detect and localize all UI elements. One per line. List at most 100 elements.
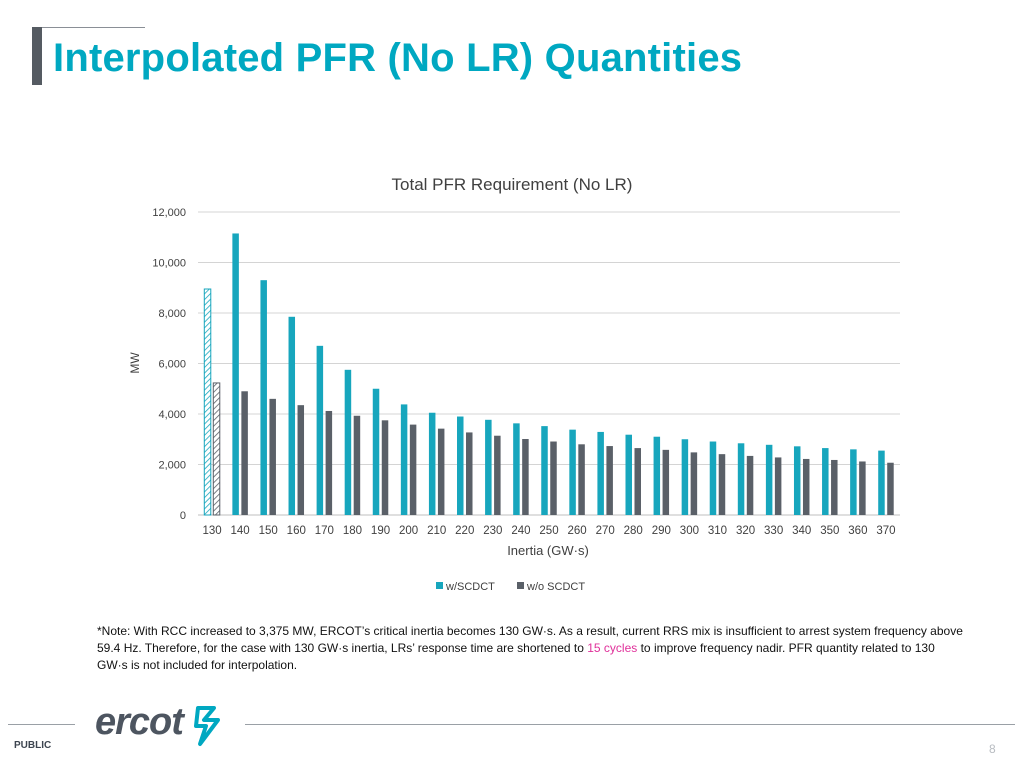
bar-scdct-200: [400, 404, 408, 515]
x-tick-label: 220: [455, 525, 474, 537]
bar-no-scdct-130: [212, 382, 221, 516]
bar-scdct-310: [709, 441, 717, 515]
y-tick-label: 4,000: [158, 409, 186, 421]
bar-scdct-220: [457, 416, 464, 515]
x-tick-label: 290: [652, 525, 671, 537]
x-tick-label: 200: [399, 525, 418, 537]
bar-no-scdct-340: [802, 458, 810, 515]
bar-no-scdct-360: [859, 461, 866, 515]
x-tick-label: 130: [202, 525, 221, 537]
bar-scdct-340: [793, 446, 801, 515]
x-tick-label: 140: [231, 525, 250, 537]
bar-scdct-370: [878, 450, 885, 515]
bar-scdct-320: [737, 443, 745, 515]
x-tick-label: 280: [624, 525, 643, 537]
legend-swatch-no-scdct: [517, 582, 524, 589]
x-tick-label: 340: [792, 525, 811, 537]
bar-no-scdct-370: [887, 462, 894, 515]
bar-no-scdct-270: [606, 446, 613, 515]
bar-no-scdct-160: [297, 405, 305, 515]
bar-no-scdct-190: [381, 420, 389, 515]
x-axis-label: Inertia (GW·s): [507, 543, 589, 558]
bar-scdct-270: [597, 431, 604, 515]
bar-no-scdct-280: [634, 448, 641, 515]
y-tick-label: 6,000: [158, 359, 186, 371]
bar-scdct-330: [765, 444, 773, 515]
footer-public-label: PUBLIC: [14, 740, 52, 751]
x-tick-label: 240: [511, 525, 530, 537]
bar-scdct-300: [681, 439, 689, 515]
ercot-logo-text: ercot: [95, 701, 184, 743]
bar-scdct-280: [625, 434, 632, 515]
x-tick-label: 190: [371, 525, 390, 537]
bar-scdct-170: [316, 345, 324, 515]
bar-no-scdct-200: [409, 424, 417, 515]
x-tick-label: 150: [259, 525, 278, 537]
x-tick-label: 370: [876, 525, 895, 537]
x-tick-label: 320: [736, 525, 755, 537]
footer-rule-right: [245, 724, 1015, 725]
page-number: 8: [989, 742, 996, 756]
bar-no-scdct-170: [325, 410, 333, 515]
chart-title: Total PFR Requirement (No LR): [392, 175, 633, 194]
x-tick-label: 270: [596, 525, 615, 537]
y-tick-label: 2,000: [158, 460, 186, 472]
legend-swatch-scdct: [436, 582, 443, 589]
bar-scdct-250: [541, 426, 548, 515]
bar-no-scdct-180: [353, 415, 361, 515]
bar-scdct-240: [513, 423, 520, 515]
footnote-text-2: to improve frequency nadir. PFR quantity…: [97, 641, 935, 672]
bar-no-scdct-300: [690, 452, 698, 515]
x-tick-label: 330: [764, 525, 783, 537]
y-axis-label: MW: [128, 352, 142, 374]
bar-no-scdct-260: [578, 444, 585, 515]
footer-rule-left: [8, 724, 75, 725]
bar-scdct-140: [232, 233, 239, 515]
bar-no-scdct-230: [494, 435, 501, 515]
bar-no-scdct-310: [718, 454, 726, 515]
bar-no-scdct-140: [241, 391, 248, 515]
bar-no-scdct-290: [662, 449, 670, 515]
x-tick-label: 230: [483, 525, 502, 537]
x-tick-label: 250: [539, 525, 558, 537]
bar-scdct-290: [653, 436, 661, 515]
y-tick-label: 0: [180, 510, 186, 522]
title-accent-bar: [32, 27, 42, 85]
x-tick-label: 170: [315, 525, 334, 537]
bar-scdct-230: [485, 419, 492, 515]
legend-label-no-scdct: w/o SCDCT: [526, 581, 585, 593]
chart-legend: w/SCDCT w/o SCDCT: [436, 581, 585, 593]
bar-scdct-180: [344, 369, 352, 515]
x-tick-label: 160: [287, 525, 306, 537]
y-tick-label: 8,000: [158, 308, 186, 320]
y-tick-label: 12,000: [152, 207, 186, 219]
bar-no-scdct-220: [466, 432, 473, 515]
x-tick-label: 360: [848, 525, 867, 537]
bar-no-scdct-150: [269, 398, 276, 515]
x-tick-label: 210: [427, 525, 446, 537]
bar-scdct-260: [569, 429, 576, 515]
page-title: Interpolated PFR (No LR) Quantities: [53, 36, 743, 80]
x-tick-label: 350: [820, 525, 839, 537]
footnote-text-1: *Note: With RCC increased to 3,375 MW, E…: [97, 624, 963, 655]
bar-no-scdct-250: [550, 441, 557, 515]
footnote: *Note: With RCC increased to 3,375 MW, E…: [97, 623, 967, 674]
bar-scdct-360: [850, 449, 857, 515]
bar-no-scdct-330: [774, 457, 782, 515]
bar-no-scdct-350: [831, 459, 838, 515]
bar-no-scdct-320: [746, 455, 754, 515]
bar-scdct-160: [288, 316, 296, 515]
title-top-rule: [32, 27, 145, 28]
bar-no-scdct-240: [522, 438, 529, 515]
ercot-bolt-icon: [194, 706, 220, 746]
legend-label-scdct: w/SCDCT: [445, 581, 495, 593]
x-tick-label: 180: [343, 525, 362, 537]
footnote-highlight: 15 cycles: [587, 641, 638, 655]
y-tick-label: 10,000: [152, 258, 186, 270]
x-tick-label: 300: [680, 525, 699, 537]
bar-scdct-210: [428, 412, 436, 515]
bar-scdct-350: [822, 448, 829, 515]
bar-no-scdct-210: [437, 428, 445, 515]
x-tick-label: 260: [567, 525, 586, 537]
